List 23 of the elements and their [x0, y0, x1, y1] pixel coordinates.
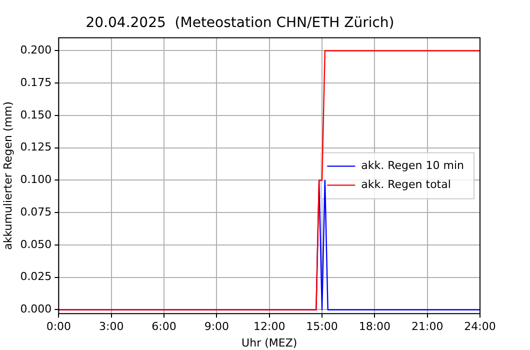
x-tick-label: 24:00 — [464, 320, 496, 334]
x-tick-label: 21:00 — [411, 320, 444, 334]
y-tick-label: 0.000 — [20, 302, 52, 316]
y-tick-label: 0.050 — [20, 238, 52, 251]
x-tick-label: 15:00 — [306, 320, 338, 334]
x-tick-label: 6:00 — [152, 320, 176, 334]
x-axis-title: Uhr (MEZ) — [242, 336, 298, 350]
y-tick-label: 0.200 — [20, 44, 52, 57]
y-tick-label: 0.025 — [20, 270, 52, 284]
x-tick-label: 0:00 — [46, 320, 72, 334]
y-tick-label: 0.150 — [20, 108, 52, 122]
chart-title: 20.04.2025 (Meteostation CHN/ETH Zürich) — [86, 15, 394, 32]
x-tick-label: 9:00 — [204, 320, 230, 334]
y-tick-label: 0.075 — [20, 205, 52, 218]
x-tick-label: 18:00 — [358, 320, 391, 334]
x-tick-label: 12:00 — [253, 320, 286, 334]
legend-label: akk. Regen 10 min — [361, 159, 464, 172]
y-tick-label: 0.100 — [20, 173, 52, 186]
y-axis-title: akkumulierter Regen (mm) — [1, 101, 14, 250]
x-tick-label: 3:00 — [99, 320, 124, 334]
y-tick-label: 0.125 — [20, 140, 52, 154]
y-tick-label: 0.175 — [20, 76, 52, 89]
legend-label: akk. Regen total — [361, 178, 451, 192]
